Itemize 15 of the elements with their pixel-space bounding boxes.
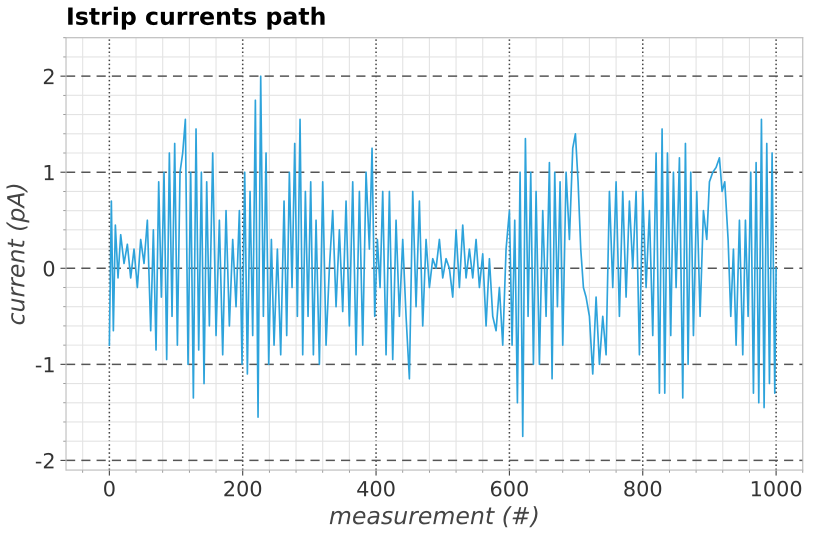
line-series (108, 75, 777, 438)
x-tick-label: 400 (357, 480, 395, 497)
y-tick-label: 1 (44, 164, 54, 180)
x-axis-title: measurement (#) (330, 506, 538, 528)
x-tick-label: 800 (624, 480, 662, 497)
x-tick-label: 200 (224, 480, 262, 497)
y-tick-label: 0 (44, 260, 54, 276)
chart-title: Istrip currents path (68, 6, 325, 30)
y-tick-label: -2 (36, 452, 54, 468)
x-tick-label: 0 (104, 480, 115, 497)
x-tick-label: 1000 (752, 480, 802, 497)
y-axis-title: current (pA) (6, 184, 30, 324)
y-tick-label: 2 (44, 68, 54, 84)
x-tick-label: 600 (490, 480, 528, 497)
y-tick-label: -1 (36, 357, 54, 372)
